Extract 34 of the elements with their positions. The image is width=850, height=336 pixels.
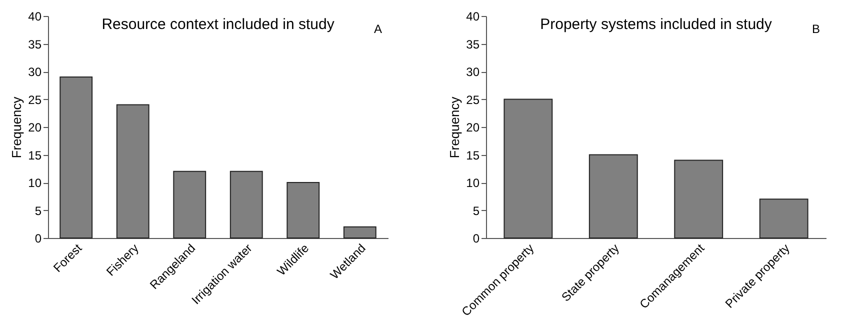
y-tick-label: 30 [466,65,480,79]
y-tick-label: 20 [28,120,42,134]
y-tick-label: 15 [28,148,42,162]
y-tick-label: 15 [466,148,480,162]
y-tick-label: 5 [472,204,480,218]
y-tick-label: 25 [28,92,42,107]
annotation: A [374,22,382,36]
y-tick-label: 40 [28,10,42,24]
y-tick-label: 25 [466,92,480,107]
bar [343,226,376,238]
chart-title: Resource context included in study [102,16,335,33]
y-tick-label: 30 [28,65,42,79]
y-axis-title: Frequency [9,96,24,158]
y-axis-title: Frequency [447,96,462,158]
bar [173,170,206,238]
bar [674,160,724,238]
bar [60,76,93,238]
y-tick-label: 10 [28,176,42,190]
y-tick-label: 35 [466,37,480,52]
bar [230,170,263,238]
bar [504,98,553,238]
bar [116,104,150,238]
chart-title: Property systems included in study [540,16,772,33]
annotation: B [812,22,820,36]
y-tick-label: 0 [472,232,480,246]
bar [759,198,808,238]
y-tick-label: 10 [466,176,480,190]
y-tick-label: 5 [34,204,42,218]
bar [588,154,638,238]
bar [286,182,320,238]
y-tick-label: 35 [28,37,42,52]
y-tick-label: 20 [466,120,480,134]
y-tick-label: 40 [466,10,480,24]
y-tick-label: 0 [34,232,42,246]
